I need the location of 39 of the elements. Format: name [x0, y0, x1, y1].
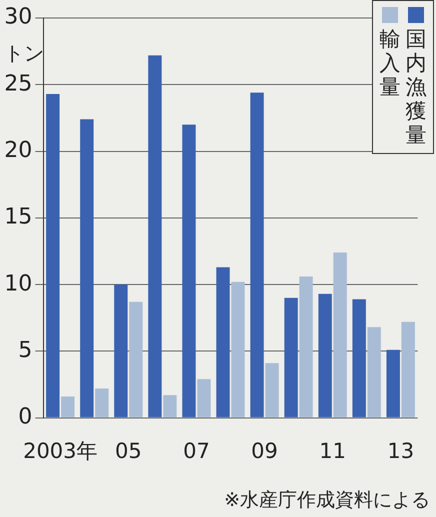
- legend-label: 輸入量: [379, 27, 401, 99]
- bar: [163, 395, 177, 418]
- bar: [197, 379, 211, 418]
- bar: [333, 252, 347, 418]
- bar: [61, 396, 75, 418]
- bar: [401, 322, 415, 418]
- bar: [231, 282, 245, 418]
- bar: [216, 267, 230, 418]
- x-tick-label: 09: [251, 438, 278, 463]
- y-tick-label: 0: [18, 404, 32, 430]
- x-tick-label: 13: [387, 438, 414, 463]
- bar: [114, 284, 128, 418]
- bar: [265, 363, 279, 418]
- bar: [284, 298, 298, 418]
- bar: [80, 119, 94, 418]
- y-tick-label: 30: [4, 4, 32, 30]
- x-tick-label: 2003年: [23, 438, 98, 463]
- bar: [129, 302, 143, 418]
- y-tick-label: 25: [4, 71, 32, 96]
- text: ※水産庁作成資料による: [224, 488, 430, 513]
- bar: [250, 92, 264, 418]
- bar: [46, 94, 60, 418]
- y-tick-label: 5: [18, 338, 32, 363]
- x-tick-label: 11: [319, 438, 346, 463]
- legend-label: 国内漁獲量: [405, 27, 427, 147]
- bar: [386, 350, 400, 418]
- bar: [95, 388, 109, 418]
- bar: [352, 299, 366, 418]
- y-tick-label: 20: [4, 138, 32, 163]
- bar: [318, 294, 332, 418]
- bar: [148, 55, 162, 418]
- bar: [367, 327, 381, 418]
- y-tick-label: 15: [4, 204, 32, 230]
- x-tick-label: 05: [115, 438, 142, 463]
- bar: [299, 276, 313, 418]
- x-tick-label: 07: [183, 438, 210, 463]
- y-tick-label: 10: [4, 271, 32, 296]
- y-axis-title: トン: [4, 40, 44, 67]
- bar: [182, 124, 196, 418]
